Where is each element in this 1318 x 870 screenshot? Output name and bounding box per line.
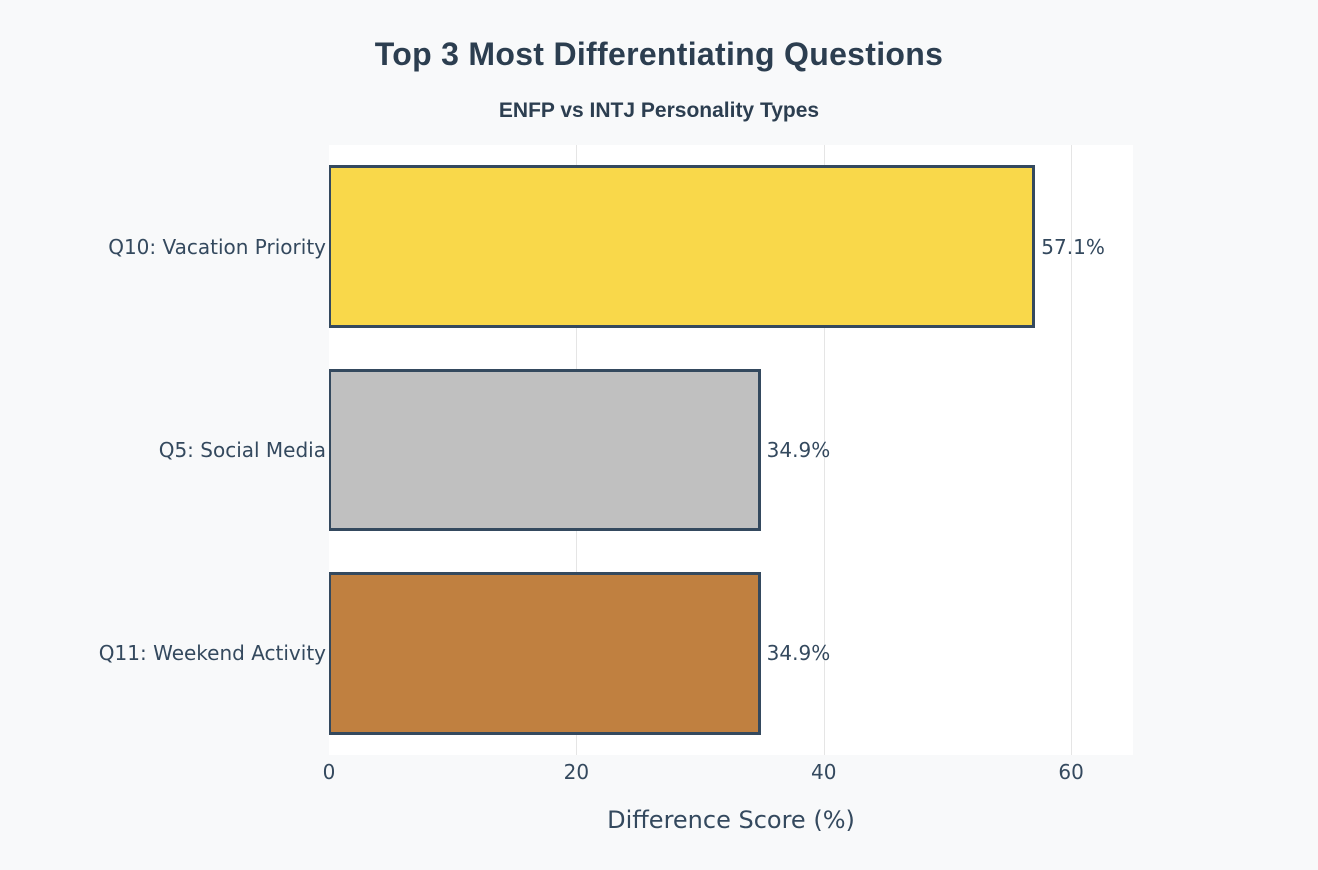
- y-category-label: Q11: Weekend Activity: [98, 641, 326, 666]
- x-tick-label: 60: [1058, 760, 1084, 784]
- y-category-label: Q10: Vacation Priority: [108, 234, 326, 259]
- y-category-label: Q5: Social Media: [158, 438, 326, 462]
- plot-area: 57.1% 34.9% 34.9%: [329, 145, 1133, 755]
- x-axis-title: Difference Score (%): [607, 806, 855, 834]
- bar[interactable]: [329, 368, 761, 532]
- bar[interactable]: [329, 572, 761, 735]
- gridline: [823, 145, 825, 755]
- bar-value-label: 57.1%: [1041, 234, 1105, 259]
- x-tick-label: 20: [563, 760, 590, 784]
- x-tick-label: 40: [811, 760, 837, 784]
- chart-title: Top 3 Most Differentiating Questions: [374, 36, 944, 72]
- bar[interactable]: [329, 165, 1036, 328]
- gridline: [1071, 145, 1073, 755]
- bar-value-label: 34.9%: [766, 641, 831, 666]
- chart-subtitle: ENFP vs INTJ Personality Types: [498, 99, 820, 122]
- bar-value-label: 34.9%: [766, 438, 831, 462]
- x-tick-label: 0: [322, 760, 336, 784]
